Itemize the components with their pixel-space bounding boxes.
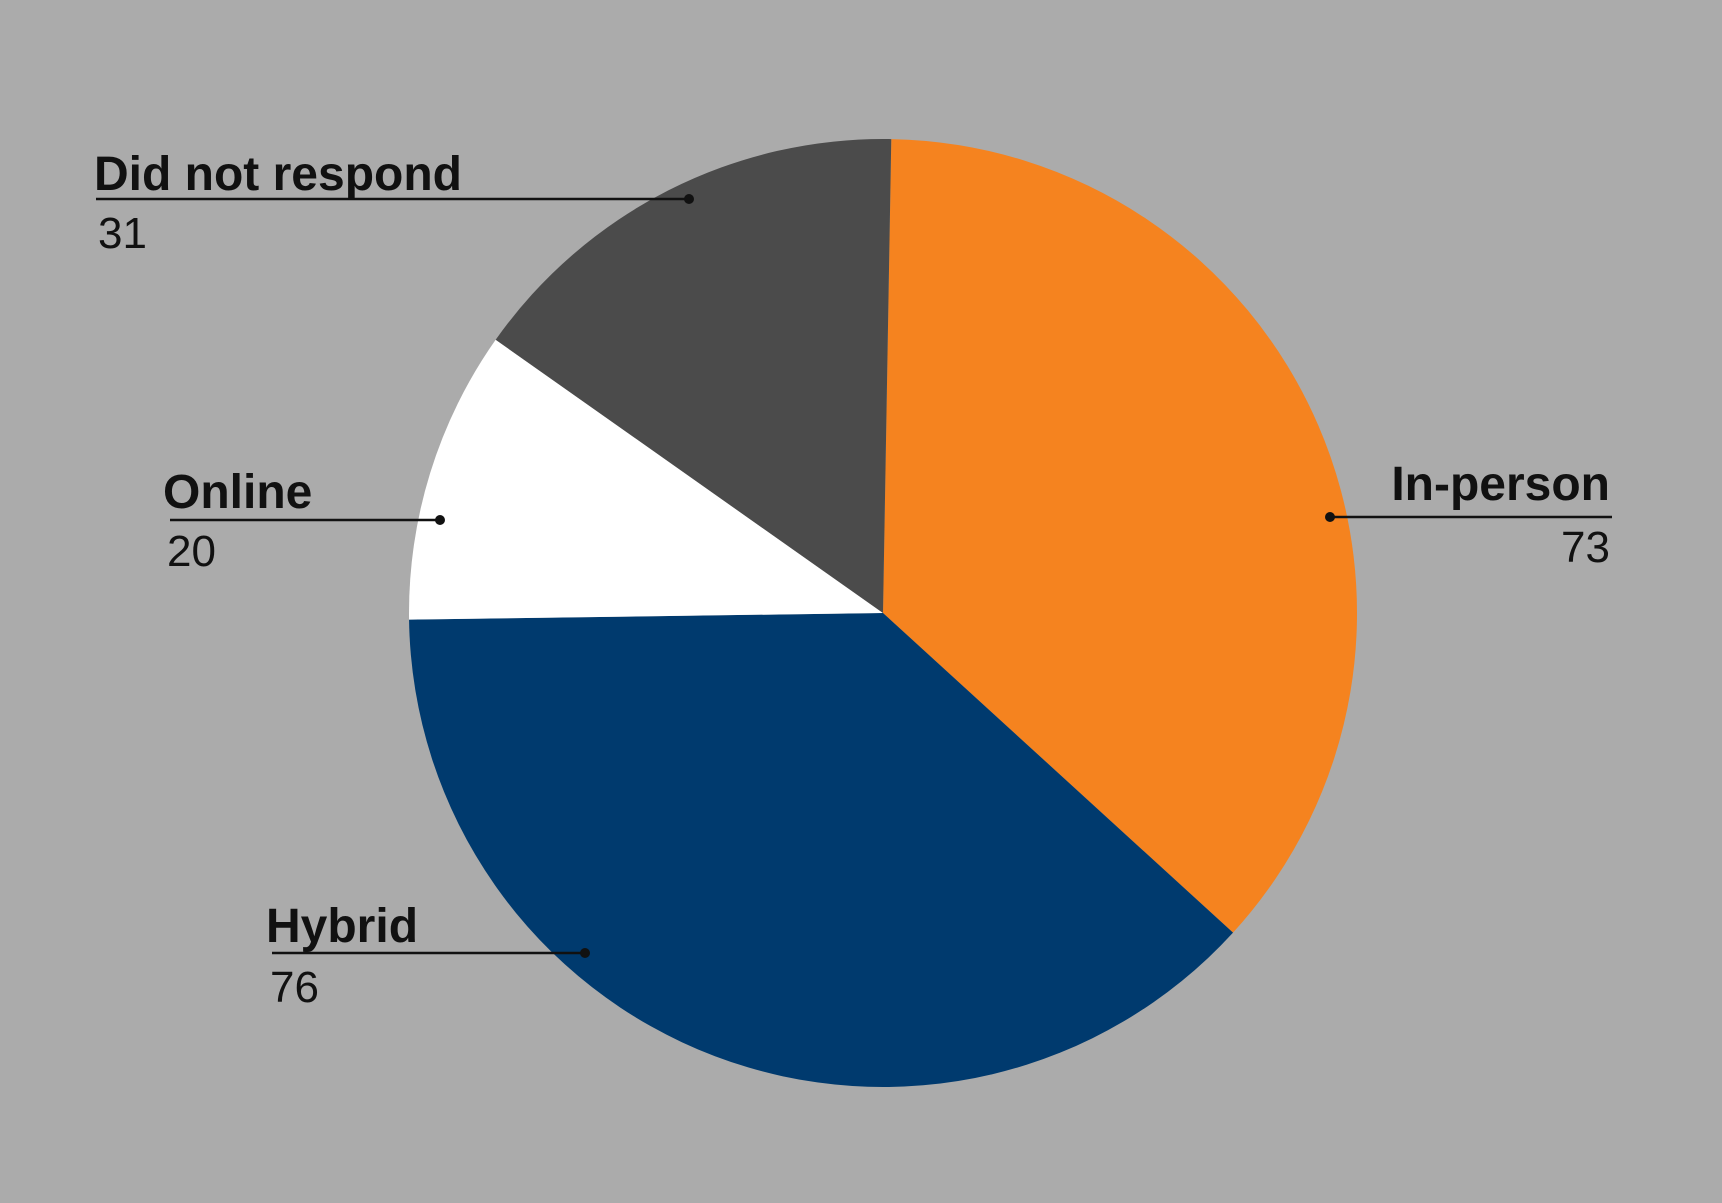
slice-label-hybrid: Hybrid bbox=[266, 900, 418, 953]
pie-slice-in-person bbox=[883, 139, 1358, 933]
slice-value-online: 20 bbox=[167, 527, 216, 576]
pie-slice-hybrid bbox=[409, 613, 1234, 1087]
pie-label-group-in-person: In-person 73 bbox=[1325, 458, 1612, 572]
pie-label-group-hybrid: Hybrid 76 bbox=[266, 900, 590, 1012]
slice-label-online: Online bbox=[163, 466, 312, 519]
slice-value-did-not-respond: 31 bbox=[98, 209, 147, 258]
pie-labels: In-person 73 Hybrid 76 Online 20 Did not respo… bbox=[94, 148, 1612, 1012]
pie-slice-online bbox=[409, 339, 883, 620]
slice-label-in-person: In-person bbox=[1391, 458, 1610, 511]
leader-dot-hybrid bbox=[580, 948, 590, 958]
pie-slices bbox=[409, 138, 1358, 1087]
pie-label-group-did-not-respond: Did not respond 31 bbox=[94, 148, 694, 258]
slice-label-did-not-respond: Did not respond bbox=[94, 148, 462, 201]
slice-value-hybrid: 76 bbox=[270, 963, 319, 1012]
leader-dot-did-not-respond bbox=[684, 194, 694, 204]
slice-value-in-person: 73 bbox=[1561, 523, 1610, 572]
pie-slice-did-not-respond bbox=[495, 138, 892, 614]
leader-dot-in-person bbox=[1325, 512, 1335, 522]
pie-label-group-online: Online 20 bbox=[163, 466, 445, 576]
leader-dot-online bbox=[435, 515, 445, 525]
